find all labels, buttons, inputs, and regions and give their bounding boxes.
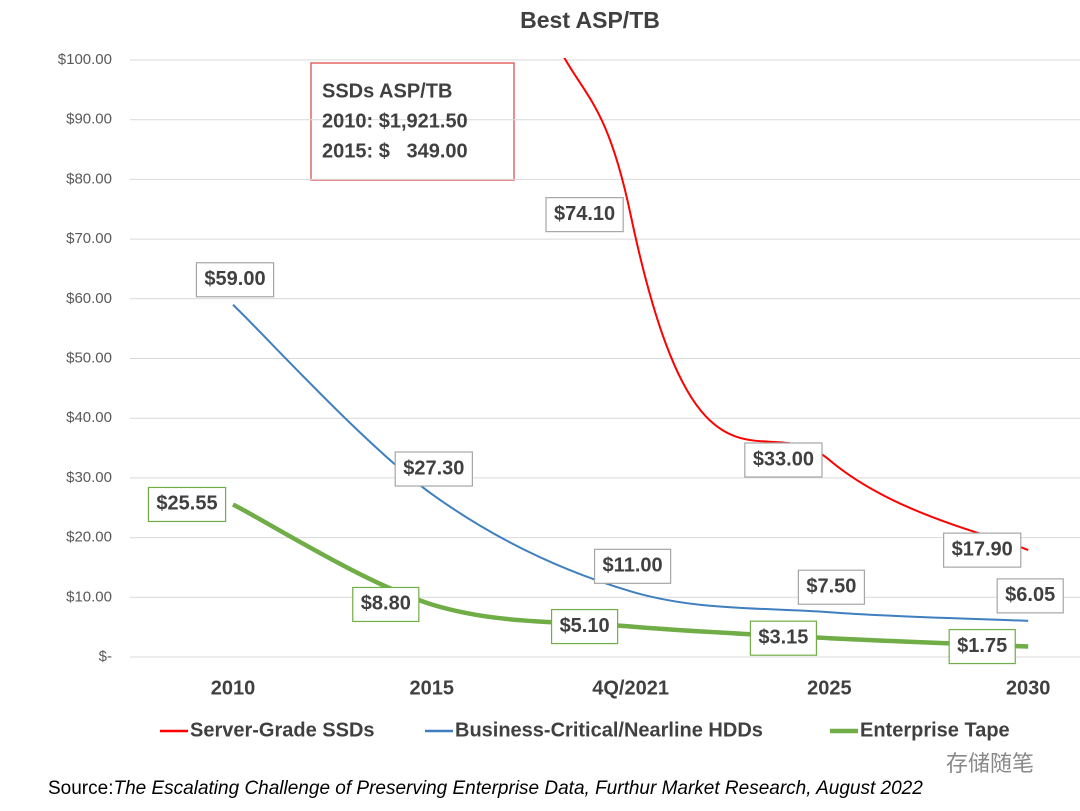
legend-label: Server-Grade SSDs bbox=[190, 719, 375, 741]
y-tick-label: $50.00 bbox=[66, 349, 112, 366]
source: Source:The Escalating Challenge of Prese… bbox=[48, 778, 923, 799]
series-line bbox=[563, 58, 1029, 552]
data-label-box bbox=[797, 569, 866, 605]
y-tick-label: $80.00 bbox=[66, 170, 112, 187]
x-tick-label: 4Q/2021 bbox=[592, 677, 669, 699]
x-tick-label: 2015 bbox=[410, 677, 455, 699]
data-label: $5.10 bbox=[560, 615, 610, 637]
data-label-box bbox=[550, 608, 619, 645]
annotation-box bbox=[310, 62, 515, 181]
data-label: $74.10 bbox=[554, 203, 615, 225]
y-tick-label: $100.00 bbox=[58, 51, 112, 68]
data-label-box bbox=[593, 548, 672, 584]
data-label: $27.30 bbox=[403, 457, 464, 479]
x-tick-label: 2010 bbox=[211, 677, 256, 699]
data-label-box bbox=[394, 451, 473, 487]
series-line bbox=[232, 304, 1029, 622]
data-label-box bbox=[943, 532, 1022, 568]
source-text: The Escalating Challenge of Preserving E… bbox=[113, 778, 923, 799]
data-label: $17.90 bbox=[952, 538, 1013, 560]
y-tick-label: $- bbox=[99, 648, 112, 665]
y-tick-label: $90.00 bbox=[66, 111, 112, 128]
y-tick-label: $20.00 bbox=[66, 529, 112, 546]
data-label: $3.15 bbox=[758, 626, 808, 648]
data-label: $7.50 bbox=[806, 576, 856, 598]
data-label: $8.80 bbox=[361, 593, 411, 615]
legend-label: Business-Critical/Nearline HDDs bbox=[455, 719, 763, 741]
y-tick-label: $60.00 bbox=[66, 290, 112, 307]
source-label: Source: bbox=[48, 778, 113, 799]
x-tick-label: 2025 bbox=[807, 677, 852, 699]
legend-label: Enterprise Tape bbox=[860, 719, 1010, 741]
y-tick-label: $10.00 bbox=[66, 588, 112, 605]
data-label-box bbox=[195, 262, 275, 298]
data-label: $33.00 bbox=[753, 448, 814, 470]
data-label-box bbox=[147, 486, 227, 523]
data-label-box bbox=[749, 620, 818, 656]
data-label: $11.00 bbox=[603, 555, 663, 577]
y-tick-label: $70.00 bbox=[66, 230, 112, 247]
series-line bbox=[231, 502, 1029, 649]
data-label: $1.75 bbox=[957, 635, 1007, 657]
watermark: 存储随笔 bbox=[946, 751, 1034, 776]
y-tick-label: $40.00 bbox=[66, 409, 112, 426]
annotation-line: 2010: $1,921.50 bbox=[322, 110, 468, 132]
annotation-line: 2015: $ 349.00 bbox=[322, 140, 468, 162]
data-label: $6.05 bbox=[1005, 584, 1055, 606]
data-label-box bbox=[996, 578, 1064, 614]
data-label-box bbox=[744, 442, 823, 478]
data-label-box bbox=[352, 586, 420, 623]
x-tick-label: 2030 bbox=[1006, 677, 1051, 699]
data-label-box bbox=[545, 197, 624, 233]
y-tick-label: $30.00 bbox=[66, 469, 112, 486]
data-label: $59.00 bbox=[204, 268, 265, 290]
chart-title: Best ASP/TB bbox=[520, 7, 660, 33]
plot-area bbox=[231, 58, 1029, 649]
data-label-box bbox=[948, 628, 1016, 665]
data-label: $25.55 bbox=[156, 493, 217, 515]
annotation-line: SSDs ASP/TB bbox=[322, 80, 452, 102]
